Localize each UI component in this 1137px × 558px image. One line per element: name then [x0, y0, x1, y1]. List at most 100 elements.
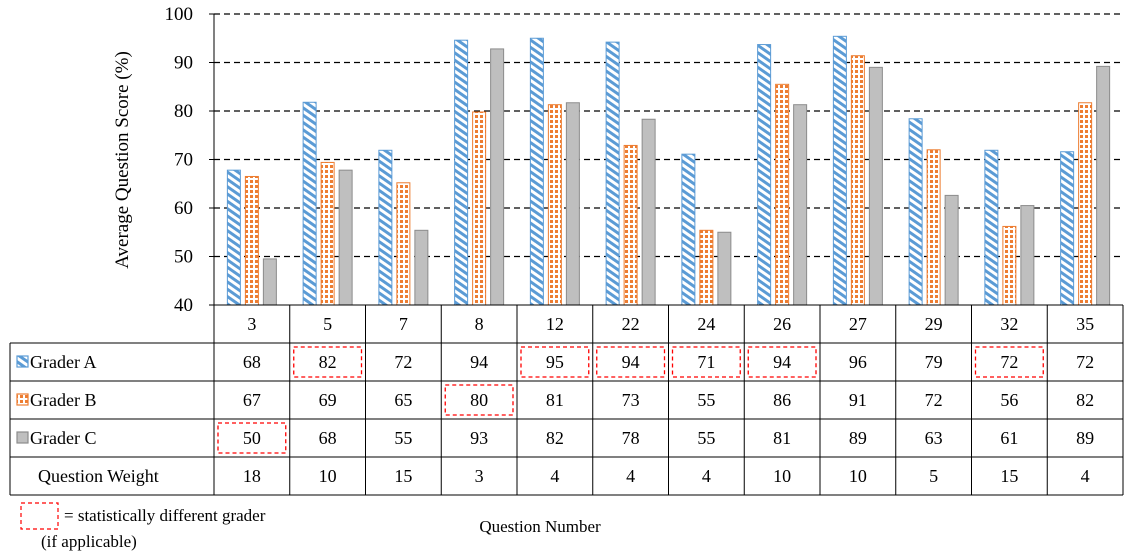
table-cell-grader-b: 80 [470, 390, 488, 410]
table-cell-grader-c: 89 [849, 428, 867, 448]
bar-grader-c-q29 [944, 194, 959, 306]
bar-grader-a-q35 [1060, 151, 1075, 306]
table-cell-grader-b: 65 [394, 390, 412, 410]
category-label: 35 [1076, 314, 1094, 334]
y-tick-label: 50 [174, 247, 193, 268]
table-cell-grader-a: 71 [697, 352, 715, 372]
table-cell-grader-c: 93 [470, 428, 488, 448]
category-label: 5 [323, 314, 332, 334]
bar-grader-b-q7 [396, 182, 411, 306]
y-tick-label: 90 [174, 53, 193, 74]
table-cell-grader-b: 55 [697, 390, 715, 410]
bar-grader-b-q5 [320, 161, 335, 306]
bar-grader-b-q29 [926, 149, 941, 306]
table-cell-grader-c: 78 [622, 428, 640, 448]
table-cell-grader-b: 72 [925, 390, 943, 410]
table-cell-question-weight: 4 [550, 466, 559, 486]
table-cell-grader-a: 72 [394, 352, 412, 372]
y-tick-label: 100 [165, 4, 194, 25]
table-cell-grader-c: 50 [243, 428, 261, 448]
table-cell-grader-c: 81 [773, 428, 791, 448]
bar-grader-a-q26 [757, 44, 772, 306]
gridlines [214, 13, 1123, 258]
bar-grader-c-q5 [338, 169, 353, 306]
bar-grader-b-q3 [244, 175, 259, 306]
bar-grader-a-q29 [908, 118, 923, 306]
category-label: 3 [247, 314, 256, 334]
legend-swatch-grader-b [16, 393, 29, 406]
significance-note: = statistically different grader (if app… [20, 502, 266, 551]
bars [226, 35, 1111, 306]
table-cell-grader-c: 61 [1000, 428, 1018, 448]
legend-label-grader-a: Grader A [30, 352, 96, 372]
bar-grader-b-q26 [775, 83, 790, 306]
table-cell-grader-b: 56 [1000, 390, 1018, 410]
bar-grader-c-q32 [1020, 205, 1035, 306]
category-label: 22 [622, 314, 640, 334]
row-label-question-weight: Question Weight [38, 466, 159, 486]
legend-label-grader-b: Grader B [30, 390, 96, 410]
significance-note-line2: (if applicable) [41, 532, 137, 551]
table-cell-grader-c: 68 [319, 428, 337, 448]
bar-grader-a-q5 [302, 101, 317, 306]
table-cell-grader-c: 55 [394, 428, 412, 448]
table-cell-question-weight: 10 [773, 466, 791, 486]
table-cell-question-weight: 15 [1000, 466, 1018, 486]
table-cell-question-weight: 4 [702, 466, 711, 486]
category-label: 27 [849, 314, 867, 334]
legend-swatch-grader-a [16, 355, 29, 368]
table-cell-question-weight: 10 [849, 466, 867, 486]
bar-grader-a-q32 [984, 149, 999, 306]
table-cell-grader-a: 94 [773, 352, 791, 372]
table-cell-grader-b: 82 [1076, 390, 1094, 410]
bar-grader-c-q3 [262, 258, 277, 306]
bar-grader-c-q8 [490, 48, 505, 306]
table-cell-grader-a: 95 [546, 352, 564, 372]
category-label: 32 [1000, 314, 1018, 334]
table-cell-grader-a: 94 [470, 352, 488, 372]
table-cell-grader-b: 69 [319, 390, 337, 410]
y-tick-label: 60 [174, 198, 193, 219]
bar-grader-b-q35 [1078, 102, 1093, 306]
legend-label-grader-c: Grader C [30, 428, 96, 448]
table-cell-question-weight: 18 [243, 466, 261, 486]
table-cell-grader-b: 67 [243, 390, 261, 410]
significance-note-line1: = statistically different grader [64, 506, 266, 525]
bar-grader-c-q27 [868, 66, 883, 306]
table-cell-grader-b: 91 [849, 390, 867, 410]
table-cell-grader-a: 79 [925, 352, 943, 372]
bar-grader-c-q7 [414, 229, 429, 306]
y-axis-title: Average Question Score (%) [112, 51, 133, 269]
table-cell-grader-a: 94 [622, 352, 640, 372]
x-axis-title: Question Number [479, 517, 601, 536]
bar-grader-a-q3 [226, 169, 241, 306]
table-cell-grader-a: 72 [1000, 352, 1018, 372]
table-cell-question-weight: 15 [394, 466, 412, 486]
bar-grader-c-q12 [565, 102, 580, 306]
table-cell-grader-a: 68 [243, 352, 261, 372]
category-label: 12 [546, 314, 564, 334]
category-label: 26 [773, 314, 791, 334]
bar-grader-b-q32 [1002, 225, 1017, 306]
bar-grader-c-q26 [793, 104, 808, 306]
bar-grader-b-q27 [850, 55, 865, 306]
table-cell-grader-c: 63 [925, 428, 943, 448]
bar-grader-a-q8 [454, 39, 469, 306]
y-tick-label: 80 [174, 101, 193, 122]
table-cell-grader-a: 72 [1076, 352, 1094, 372]
bar-grader-a-q12 [529, 37, 544, 306]
bar-grader-c-q22 [641, 118, 656, 306]
bar-grader-a-q7 [378, 149, 393, 306]
bar-grader-c-q35 [1096, 65, 1111, 306]
bar-grader-b-q22 [623, 144, 638, 306]
bar-grader-c-q24 [717, 231, 732, 306]
plot-area: 40 50 60 70 80 90 100 [165, 4, 1123, 316]
table-cell-grader-a: 82 [319, 352, 337, 372]
table-cell-question-weight: 4 [626, 466, 635, 486]
table-cell-grader-b: 86 [773, 390, 791, 410]
category-label: 7 [399, 314, 408, 334]
table-cell-grader-c: 55 [697, 428, 715, 448]
table-cell-question-weight: 3 [475, 466, 484, 486]
